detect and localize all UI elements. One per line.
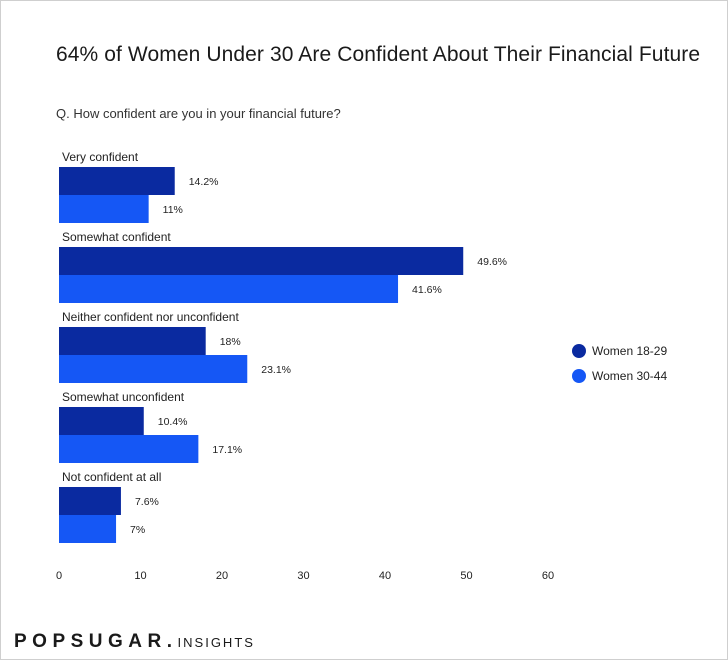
data-label-women-18-29-neither-confident-nor-unconfident: 18% (220, 336, 241, 348)
brand-logo: POPSUGAR.INSIGHTS (14, 631, 255, 653)
bar-women-18-29-not-confident-at-all (59, 487, 121, 515)
data-label-women-30-44-somewhat-unconfident: 17.1% (212, 444, 242, 456)
bar-women-30-44-somewhat-confident (59, 275, 399, 303)
x-tick-label-10: 10 (134, 570, 146, 582)
legend-swatch-women-18-29 (572, 344, 586, 358)
category-label-very-confident: Very confident (62, 150, 139, 164)
brand-name: POPSUGAR. (14, 631, 178, 652)
legend: Women 18-29 Women 30-44 (572, 344, 667, 394)
data-label-women-18-29-somewhat-unconfident: 10.4% (158, 416, 188, 428)
category-label-neither-confident-nor-unconfident: Neither confident nor unconfident (62, 310, 239, 324)
legend-swatch-women-30-44 (572, 369, 586, 383)
x-tick-label-0: 0 (56, 570, 62, 582)
x-tick-label-30: 30 (297, 570, 309, 582)
category-label-somewhat-confident: Somewhat confident (62, 230, 171, 244)
legend-item-women-30-44[interactable]: Women 30-44 (572, 369, 667, 383)
brand-subname: INSIGHTS (177, 635, 255, 650)
bar-women-30-44-neither-confident-nor-unconfident (59, 355, 248, 383)
bar-women-30-44-very-confident (59, 195, 149, 223)
bar-women-30-44-not-confident-at-all (59, 515, 117, 543)
bar-women-18-29-very-confident (59, 167, 175, 195)
category-label-not-confident-at-all: Not confident at all (62, 470, 161, 484)
category-label-somewhat-unconfident: Somewhat unconfident (62, 390, 185, 404)
data-label-women-18-29-very-confident: 14.2% (189, 176, 219, 188)
data-label-women-18-29-not-confident-at-all: 7.6% (135, 496, 159, 508)
legend-label-women-30-44: Women 30-44 (592, 369, 668, 383)
x-tick-label-20: 20 (216, 570, 228, 582)
x-tick-label-40: 40 (379, 570, 391, 582)
bar-women-30-44-somewhat-unconfident (59, 435, 199, 463)
bar-women-18-29-somewhat-unconfident (59, 407, 144, 435)
survey-question: Q. How confident are you in your financi… (56, 106, 341, 121)
legend-item-women-18-29[interactable]: Women 18-29 (572, 344, 667, 358)
x-tick-label-60: 60 (542, 570, 554, 582)
legend-label-women-18-29: Women 18-29 (592, 344, 668, 358)
data-label-women-18-29-somewhat-confident: 49.6% (477, 256, 507, 268)
data-label-women-30-44-somewhat-confident: 41.6% (412, 284, 442, 296)
chart-title: 64% of Women Under 30 Are Confident Abou… (56, 43, 701, 66)
bar-women-18-29-somewhat-confident (59, 247, 464, 275)
x-tick-label-50: 50 (460, 570, 472, 582)
data-label-women-30-44-very-confident: 11% (163, 204, 183, 216)
data-label-women-30-44-not-confident-at-all: 7% (130, 524, 145, 536)
data-label-women-30-44-neither-confident-nor-unconfident: 23.1% (261, 364, 291, 376)
bar-women-18-29-neither-confident-nor-unconfident (59, 327, 206, 355)
